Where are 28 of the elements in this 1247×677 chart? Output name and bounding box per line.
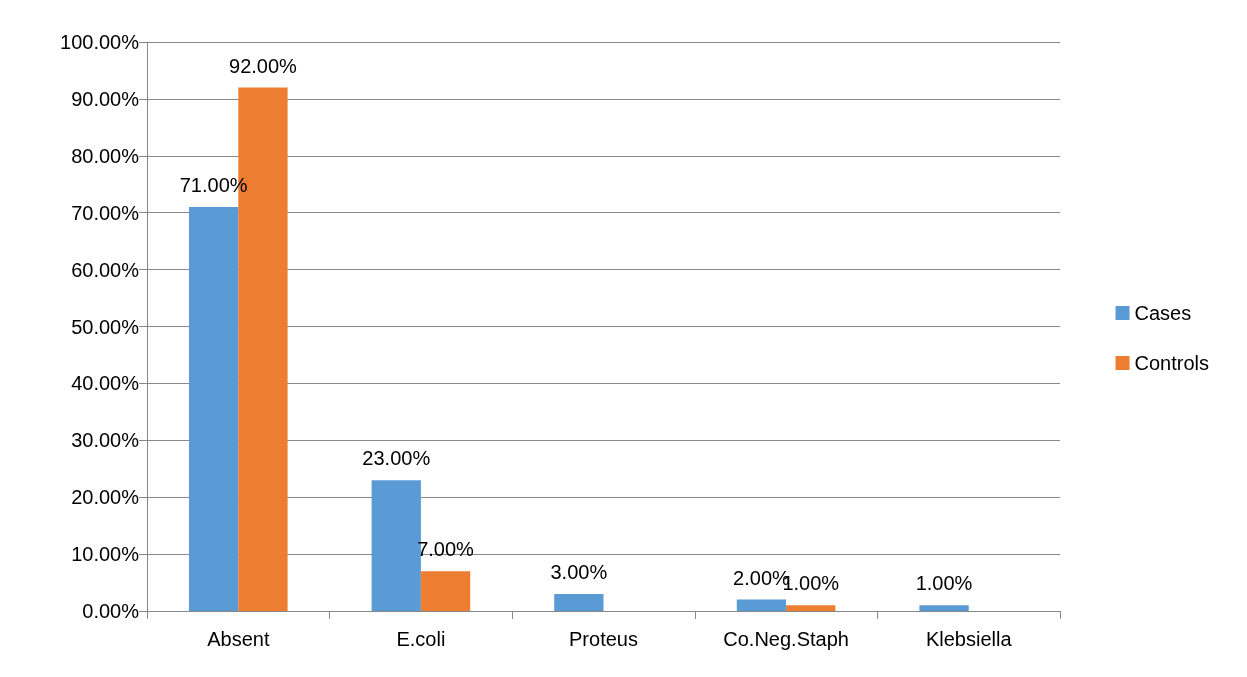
- data-label: 1.00%: [915, 572, 973, 595]
- y-tick-label: 60.00%: [71, 258, 140, 281]
- bar: [420, 571, 471, 611]
- y-tick-label: 90.00%: [71, 87, 140, 110]
- x-tick-label: Proteus: [569, 628, 638, 650]
- bar: [736, 599, 787, 611]
- y-tick-label: 80.00%: [71, 144, 140, 167]
- y-tick-label: 30.00%: [71, 429, 140, 452]
- bar: [189, 207, 239, 611]
- y-tick-label: 40.00%: [71, 372, 140, 395]
- bar: [554, 593, 604, 611]
- legend-label: Cases: [1134, 302, 1192, 324]
- bar: [786, 605, 836, 611]
- data-label: 3.00%: [550, 560, 608, 583]
- x-tick-label: E.coli: [396, 628, 446, 650]
- data-label: 92.00%: [229, 54, 298, 77]
- x-tick-label: Co.Neg.Staph: [723, 628, 849, 650]
- y-tick-label: 70.00%: [71, 201, 140, 224]
- y-tick-label: 0.00%: [82, 600, 140, 622]
- data-label: 23.00%: [362, 447, 431, 470]
- y-tick-label: 20.00%: [71, 486, 140, 509]
- bar: [919, 605, 969, 611]
- x-tick-label: Klebsiella: [925, 628, 1013, 650]
- x-tick-label: Absent: [207, 628, 270, 650]
- y-tick-label: 50.00%: [71, 315, 140, 338]
- y-tick-label: 10.00%: [71, 543, 140, 566]
- legend-label: Controls: [1134, 352, 1210, 374]
- y-tick-label: 100.00%: [60, 31, 140, 53]
